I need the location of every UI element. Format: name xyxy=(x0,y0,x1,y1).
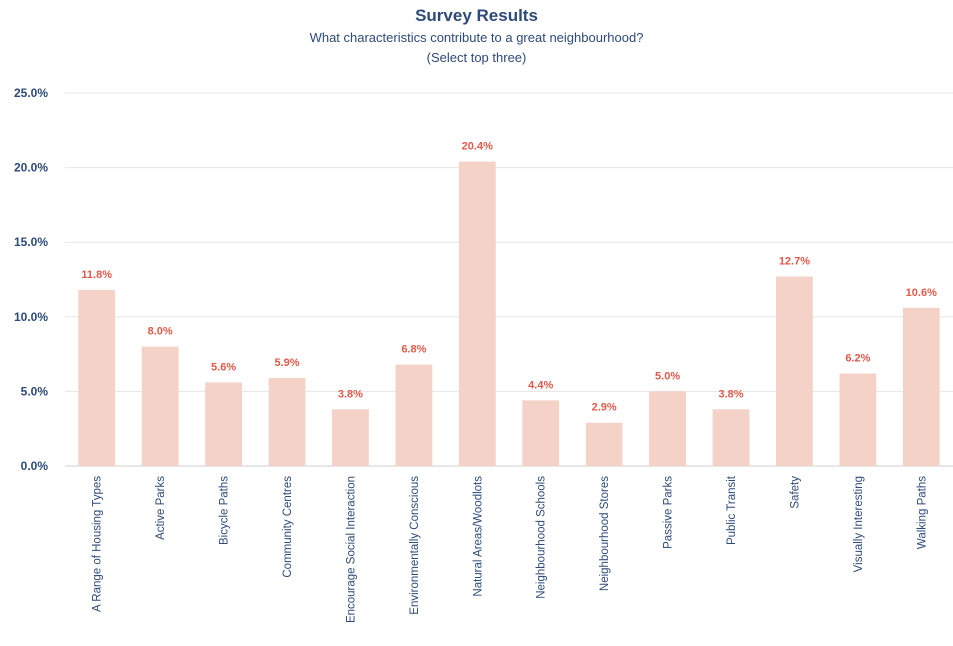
data-label: 6.2% xyxy=(845,352,870,364)
x-tick-label: Environmentally Conscious xyxy=(409,476,421,615)
x-tick-label: Walking Paths xyxy=(916,476,928,549)
data-label: 6.8% xyxy=(401,344,426,356)
bar xyxy=(141,346,179,466)
bar xyxy=(395,364,433,466)
chart-title: Survey Results xyxy=(415,6,538,25)
y-tick-label: 10.0% xyxy=(14,310,48,324)
x-tick-label: Natural Areas/Woodlots xyxy=(472,476,484,597)
bar xyxy=(522,400,560,466)
data-label: 12.7% xyxy=(779,256,810,268)
bar xyxy=(585,422,623,466)
x-tick-label: Bicycle Paths xyxy=(219,476,231,545)
x-tick-label: Neighbourhood Schools xyxy=(536,476,548,599)
y-tick-label: 25.0% xyxy=(14,86,48,100)
x-tick-label: A Range of Housing Types xyxy=(92,476,104,612)
x-tick-label: Community Centres xyxy=(282,476,294,578)
data-label: 10.6% xyxy=(906,287,937,299)
x-tick-label: Visually Interesting xyxy=(853,476,865,572)
data-label: 8.0% xyxy=(148,326,173,338)
data-label: 20.4% xyxy=(462,141,493,153)
y-tick-label: 5.0% xyxy=(21,384,49,398)
x-tick-label: Public Transit xyxy=(726,475,738,545)
bar xyxy=(776,276,813,466)
data-label: 5.6% xyxy=(211,361,236,373)
bar xyxy=(649,391,686,466)
x-tick-label: Passive Parks xyxy=(663,476,675,549)
x-tick-label: Encourage Social Interaction xyxy=(345,476,357,623)
data-label: 5.9% xyxy=(274,357,299,369)
x-tick-label: Safety xyxy=(789,476,801,509)
data-label: 4.4% xyxy=(528,379,553,391)
y-tick-label: 0.0% xyxy=(21,459,49,473)
chart-subtitle: What characteristics contribute to a gre… xyxy=(309,30,644,45)
data-label: 5.0% xyxy=(655,370,680,382)
chart-subtitle-note: (Select top three) xyxy=(426,50,527,65)
bar xyxy=(332,409,369,466)
bar xyxy=(839,373,877,466)
bar xyxy=(205,382,242,466)
data-label: 2.9% xyxy=(592,402,617,414)
y-tick-label: 20.0% xyxy=(14,161,48,175)
data-label: 3.8% xyxy=(718,388,743,400)
bar xyxy=(712,409,750,466)
y-tick-label: 15.0% xyxy=(14,235,48,249)
x-tick-label: Active Parks xyxy=(155,476,167,540)
data-label: 11.8% xyxy=(81,269,112,281)
x-tick-label: Neighbourhood Stores xyxy=(599,476,611,591)
data-label: 3.8% xyxy=(338,388,363,400)
bar xyxy=(268,377,306,466)
bar xyxy=(78,289,116,466)
bar xyxy=(458,161,496,466)
bar xyxy=(902,307,940,466)
